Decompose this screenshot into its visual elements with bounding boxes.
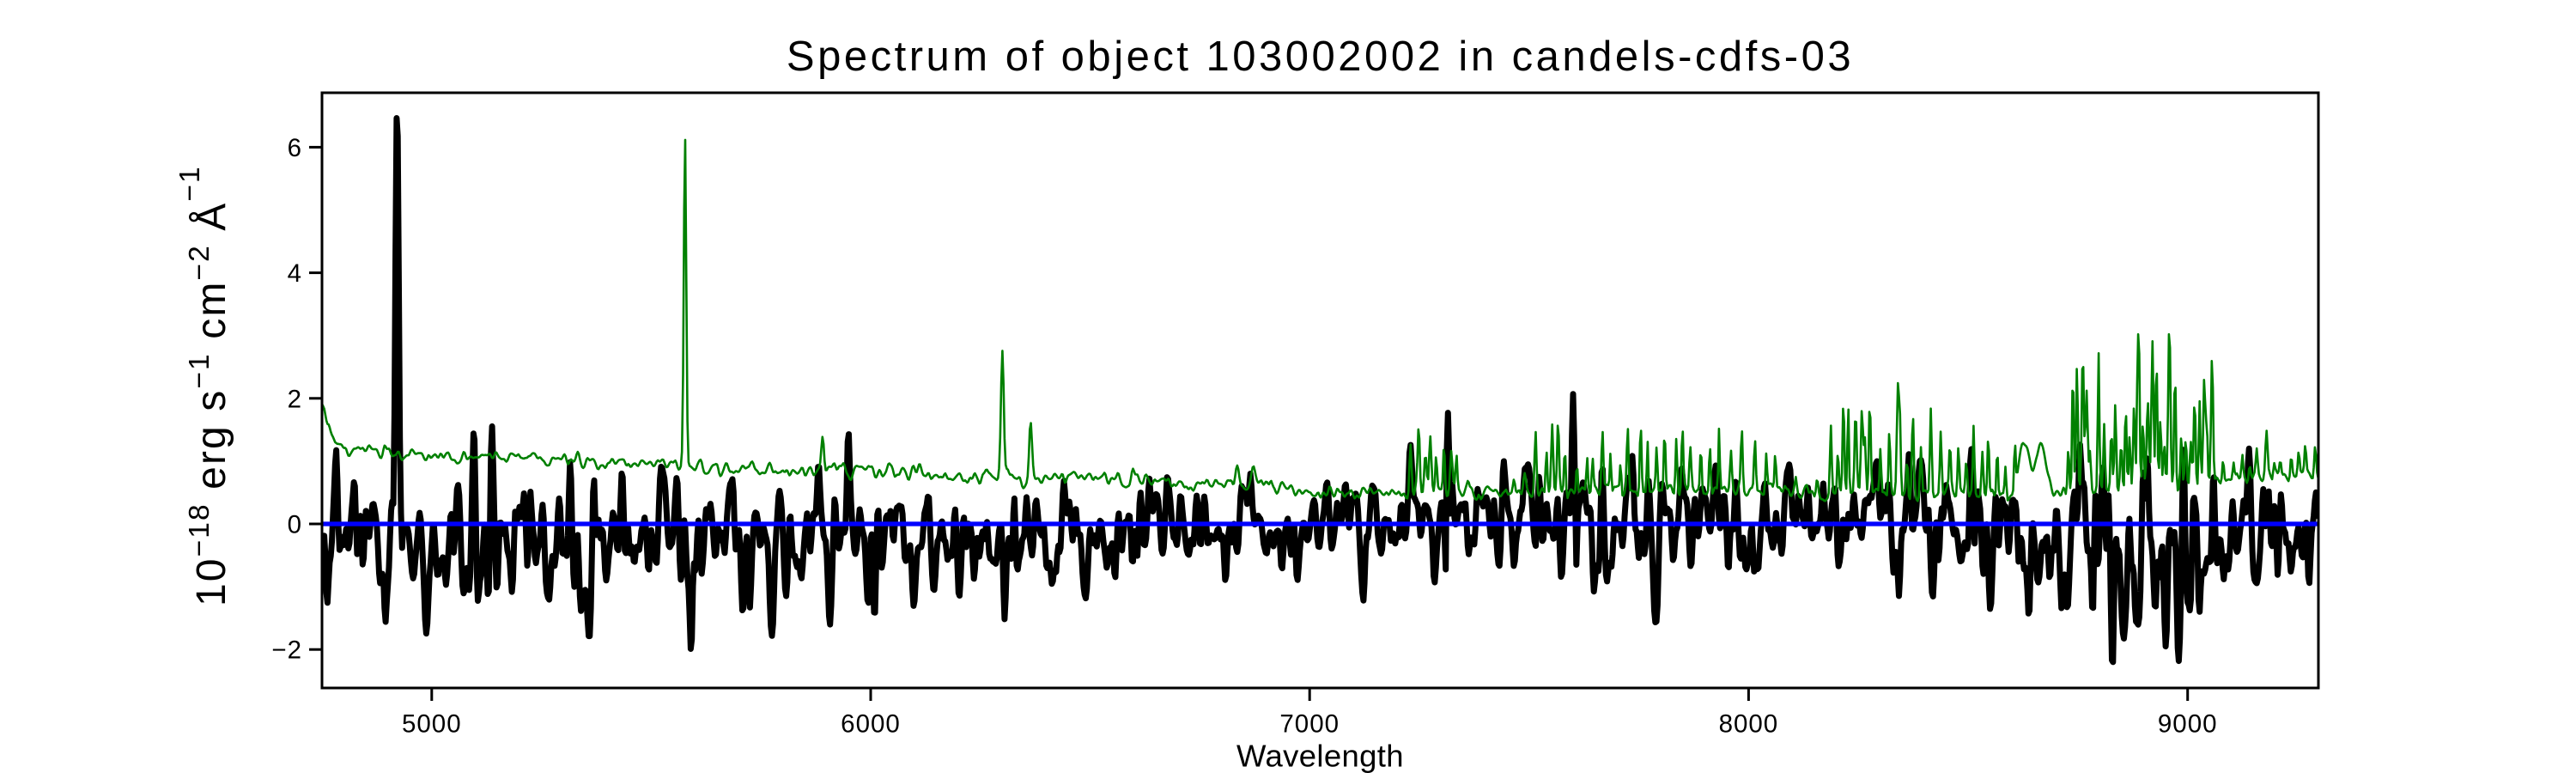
svg-text:7000: 7000 [1279, 710, 1340, 739]
svg-text:Spectrum of object 103002002 i: Spectrum of object 103002002 in candels-… [787, 33, 1854, 80]
svg-text:6: 6 [288, 134, 302, 162]
svg-text:0: 0 [288, 511, 302, 539]
svg-text:9000: 9000 [2158, 710, 2218, 739]
svg-text:2: 2 [288, 385, 302, 413]
svg-text:8000: 8000 [1719, 710, 1779, 739]
svg-text:4: 4 [288, 259, 302, 288]
svg-text:5000: 5000 [402, 710, 462, 739]
svg-text:Wavelength: Wavelength [1236, 739, 1404, 773]
svg-text:−2: −2 [271, 636, 302, 665]
svg-text:6000: 6000 [841, 710, 901, 739]
